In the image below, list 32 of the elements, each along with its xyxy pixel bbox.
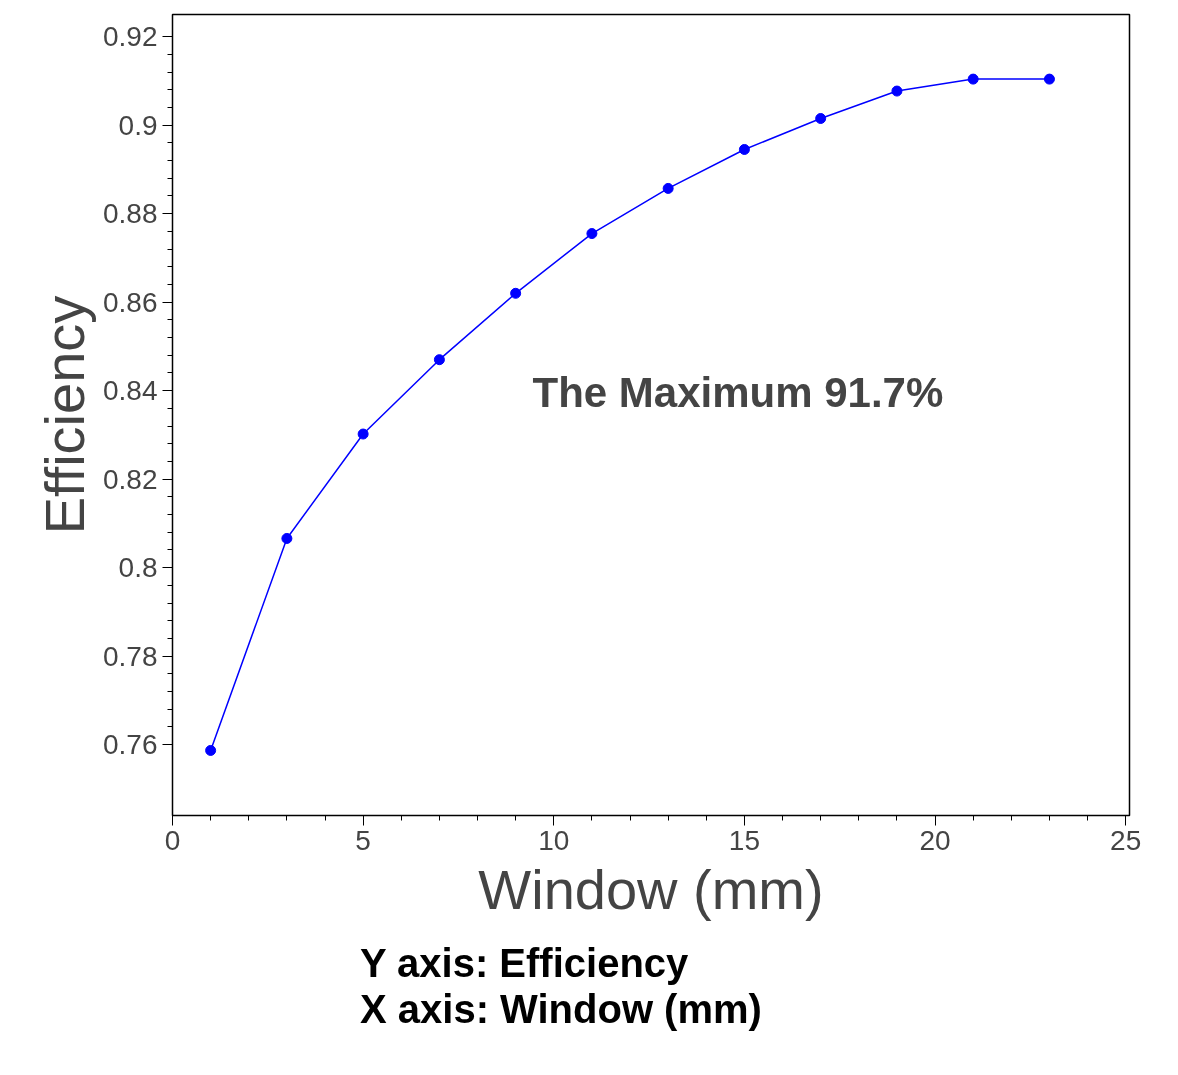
point <box>891 85 903 97</box>
x-tick-label: 0 <box>164 824 181 856</box>
y-axis-title: Efficiency <box>33 295 96 535</box>
y-tick-label: 0.88 <box>103 198 158 230</box>
point <box>510 287 522 299</box>
y-tick-label: 0.76 <box>103 729 158 761</box>
annotation: The Maximum 91.7% <box>532 368 944 416</box>
text: Y axis: Efficiency <box>360 940 690 986</box>
x-tick-label: 25 <box>1110 824 1142 856</box>
x-axis-title: Window (mm) <box>478 857 824 921</box>
point <box>586 228 598 240</box>
x-tick-label: 20 <box>919 824 951 856</box>
y-tick-label: 0.8 <box>118 552 158 584</box>
point <box>815 113 827 124</box>
x-tick-label: 10 <box>538 824 570 856</box>
point <box>205 744 217 756</box>
point <box>662 182 674 194</box>
point <box>1043 73 1055 85</box>
point <box>738 143 750 155</box>
x-tick-label: 15 <box>728 824 760 856</box>
x-tick-label: 5 <box>355 824 371 856</box>
point <box>281 532 293 544</box>
y-tick-label: 0.86 <box>103 286 158 318</box>
y-tick-label: 0.78 <box>103 640 158 672</box>
y-tick-label: 0.92 <box>103 21 158 53</box>
y-tick-label: 0.82 <box>103 463 158 495</box>
text: X axis: Window (mm) <box>360 986 762 1032</box>
point <box>967 73 979 85</box>
y-tick-label: 0.9 <box>118 109 158 141</box>
y-tick-label: 0.84 <box>103 375 158 407</box>
point <box>433 354 445 366</box>
point <box>357 428 369 440</box>
